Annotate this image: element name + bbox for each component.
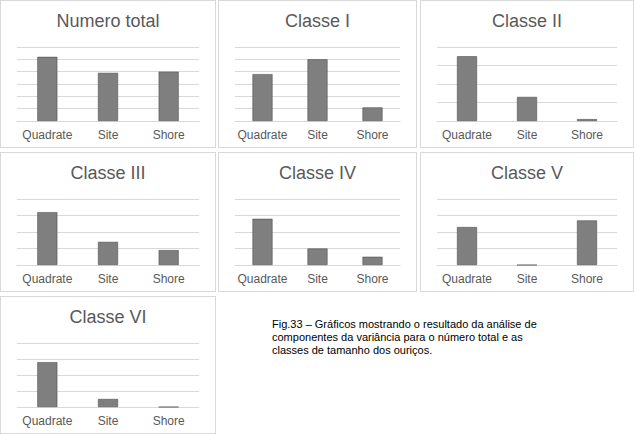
svg-text:Quadrate: Quadrate <box>237 128 287 142</box>
svg-text:Site: Site <box>98 414 119 428</box>
svg-text:Shore: Shore <box>153 128 185 142</box>
svg-text:Site: Site <box>307 128 328 142</box>
svg-text:Quadrate: Quadrate <box>237 272 287 286</box>
svg-text:Quadrate: Quadrate <box>442 272 492 286</box>
svg-text:Classe II: Classe II <box>492 11 562 31</box>
svg-text:Classe VI: Classe VI <box>69 307 146 327</box>
svg-text:Numero total: Numero total <box>56 11 159 31</box>
svg-text:Shore: Shore <box>571 128 603 142</box>
svg-text:Shore: Shore <box>153 414 185 428</box>
svg-text:Site: Site <box>307 272 328 286</box>
svg-text:Site: Site <box>517 272 538 286</box>
svg-text:Site: Site <box>517 128 538 142</box>
svg-text:Quadrate: Quadrate <box>22 272 72 286</box>
svg-text:Shore: Shore <box>356 272 388 286</box>
svg-text:Site: Site <box>98 128 119 142</box>
svg-text:Shore: Shore <box>356 128 388 142</box>
svg-text:Shore: Shore <box>571 272 603 286</box>
svg-text:Shore: Shore <box>153 272 185 286</box>
svg-text:Quadrate: Quadrate <box>22 414 72 428</box>
svg-text:Quadrate: Quadrate <box>442 128 492 142</box>
html-text:Fig.33 – Gráficos mostrando o: Fig.33 – Gráficos mostrando o resultado … <box>272 318 537 356</box>
svg-text:Site: Site <box>98 272 119 286</box>
svg-text:Classe IV: Classe IV <box>279 163 356 183</box>
svg-text:Classe V: Classe V <box>491 163 563 183</box>
svg-text:Quadrate: Quadrate <box>22 128 72 142</box>
svg-text:Classe III: Classe III <box>70 163 145 183</box>
svg-text:Classe I: Classe I <box>285 11 350 31</box>
